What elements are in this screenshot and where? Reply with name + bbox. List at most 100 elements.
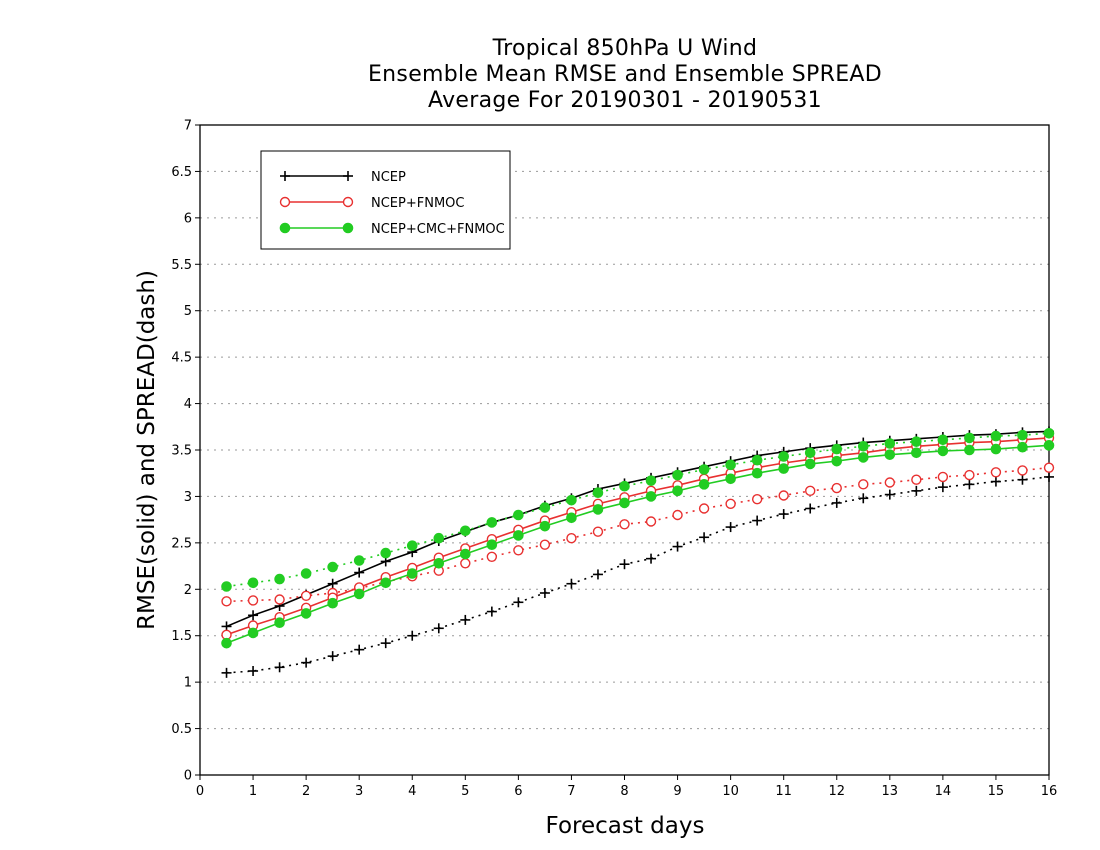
data-point-spread: [964, 469, 975, 481]
data-point-spread: [884, 438, 896, 449]
chart-title-line-1: Tropical 850hPa U Wind: [492, 36, 758, 61]
x-tick-label: 8: [620, 784, 628, 799]
data-point-spread: [380, 547, 392, 559]
data-point-spread: [751, 454, 763, 466]
data-point-spread: [460, 558, 471, 569]
x-tick-label: 7: [567, 784, 575, 799]
data-point-rmse: [247, 627, 259, 639]
data-point-spread: [857, 440, 869, 452]
chart-title-line-3: Average For 20190301 - 20190531: [428, 88, 822, 113]
data-point-rmse: [672, 485, 683, 497]
data-point-spread: [1017, 465, 1028, 476]
series-ncep-fnmoc-spread-line: [226, 466, 1050, 603]
data-point-rmse: [460, 548, 471, 560]
data-point-spread: [699, 532, 710, 543]
x-tick-label: 5: [461, 784, 469, 799]
data-point-spread: [645, 475, 657, 486]
data-point-spread: [831, 482, 842, 494]
data-point-spread: [539, 539, 551, 550]
data-point-spread: [539, 588, 550, 598]
data-point-spread: [274, 662, 285, 673]
y-tick-label: 5.5: [171, 258, 192, 273]
data-point-spread: [406, 540, 418, 551]
data-point-spread: [831, 497, 842, 508]
data-point-spread: [858, 493, 869, 504]
data-point-spread: [592, 487, 604, 499]
data-point-spread: [1043, 427, 1055, 439]
data-point-spread: [725, 522, 736, 533]
data-point-spread: [354, 644, 365, 655]
data-point-spread: [698, 464, 710, 475]
legend-item-ncep: NCEP: [280, 170, 406, 185]
data-point-rmse: [486, 539, 498, 551]
data-point-spread: [460, 525, 471, 537]
data-point-spread: [433, 532, 445, 544]
data-point-rmse: [566, 512, 577, 524]
data-point-rmse: [778, 463, 789, 474]
y-tick-label: 3.5: [171, 444, 192, 459]
data-point-spread: [486, 551, 498, 562]
data-point-rmse: [804, 458, 816, 470]
data-point-spread: [221, 596, 232, 607]
series-ncep-spread-line: [226, 476, 1050, 674]
x-tick-label: 9: [673, 784, 681, 799]
legend-marker: [279, 196, 291, 208]
legend-marker: [280, 171, 290, 181]
data-point-spread: [248, 666, 259, 676]
data-point-spread: [539, 502, 551, 513]
data-point-spread: [698, 503, 710, 514]
data-point-spread: [301, 657, 312, 668]
data-point-spread: [964, 479, 975, 490]
data-point-rmse: [327, 578, 338, 589]
data-point-spread: [513, 545, 524, 556]
axis-ticks: 00.511.522.533.544.555.566.570 1 2 3 4 5 6 7 8 9 1…: [171, 119, 1057, 800]
data-point-spread: [751, 494, 763, 505]
series-ncep-cmc-fnmoc-rmse-line: [226, 444, 1050, 644]
series-ncep-fnmoc: [221, 432, 1055, 640]
data-point-spread: [1044, 471, 1054, 482]
data-point-spread: [752, 515, 763, 526]
data-point-spread: [725, 498, 736, 510]
series-ncep-cmc-fnmoc: [221, 427, 1055, 649]
data-point-rmse: [884, 449, 896, 460]
gridlines: [200, 170, 1049, 730]
data-point-spread: [407, 630, 418, 641]
legend-item-ncep-fnmoc: NCEP+FNMOC: [279, 196, 464, 211]
data-point-spread: [221, 667, 232, 678]
data-point-spread: [566, 533, 577, 544]
legend-label: NCEP+CMC+FNMOC: [371, 222, 505, 237]
x-tick-label: 1: [249, 784, 257, 799]
data-point-spread: [672, 469, 683, 481]
data-point-rmse: [990, 443, 1002, 455]
data-point-spread: [831, 443, 843, 455]
y-tick-label: 2.5: [171, 536, 192, 551]
legend-label: NCEP+FNMOC: [371, 196, 464, 211]
legend-marker: [342, 222, 354, 234]
data-point-spread: [672, 509, 683, 521]
data-point-spread: [804, 447, 816, 459]
data-point-spread: [592, 569, 603, 580]
data-point-spread: [645, 516, 657, 527]
data-point-rmse: [300, 608, 312, 619]
data-point-spread: [672, 541, 683, 552]
data-point-spread: [380, 638, 391, 649]
data-point-rmse: [406, 568, 418, 579]
data-point-spread: [725, 459, 736, 471]
series-ncep-fnmoc-rmse-line: [226, 437, 1050, 636]
data-point-spread: [619, 519, 630, 530]
data-point-rmse: [964, 444, 975, 456]
x-tick-label: 2: [302, 784, 310, 799]
data-point-spread: [433, 623, 444, 634]
data-point-rmse: [539, 520, 551, 532]
data-point-rmse: [698, 479, 710, 490]
data-point-spread: [274, 573, 285, 585]
legend-item-ncep-cmc-fnmoc: NCEP+CMC+FNMOC: [279, 222, 505, 237]
data-point-spread: [274, 594, 285, 605]
data-point-spread: [486, 517, 498, 528]
data-point-spread: [592, 526, 604, 537]
series-ncep: [221, 426, 1054, 678]
data-point-spread: [327, 561, 338, 573]
x-tick-label: 15: [988, 784, 1005, 799]
data-point-rmse: [831, 455, 843, 467]
